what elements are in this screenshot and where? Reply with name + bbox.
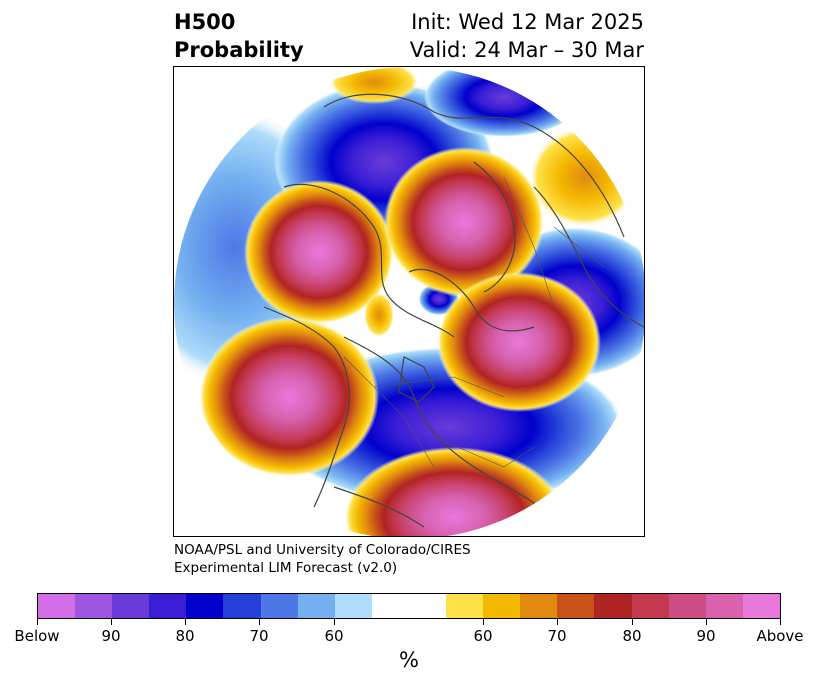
valid-range: Valid: 24 Mar – 30 Mar [409, 38, 644, 62]
colorbar-unit: % [399, 648, 419, 672]
colorbar-segment [112, 594, 150, 618]
colorbar-segment [483, 594, 521, 618]
colorbar-segment [594, 594, 632, 618]
colorbar-tick [37, 619, 38, 625]
title-variable: H500 [174, 10, 236, 34]
colorbar-tick-label: 70 [547, 627, 567, 645]
credit-line-2: Experimental LIM Forecast (v2.0) [174, 560, 398, 576]
colorbar-tick [259, 619, 260, 625]
colorbar-tick-label: 60 [324, 627, 344, 645]
alaska-positive [244, 180, 394, 324]
colorbar-tick [334, 619, 335, 625]
colorbar-tick-label: Above [756, 627, 804, 645]
colorbar-segment [149, 594, 187, 618]
colorbar-segment [668, 594, 706, 618]
greenland-positive [384, 147, 544, 297]
colorbar-tick-label: 80 [622, 627, 642, 645]
colorbar-segment [223, 594, 261, 618]
colorbar-segment [186, 594, 224, 618]
title-left: H500 Probability [174, 8, 304, 64]
init-date: Init: Wed 12 Mar 2025 [411, 10, 644, 34]
colorbar-tick [185, 619, 186, 625]
colorbar-segment [75, 594, 113, 618]
colorbar-segment [742, 594, 780, 618]
polar-map [174, 67, 644, 536]
credit: NOAA/PSL and University of Colorado/CIRE… [174, 541, 471, 577]
map-panel [173, 66, 645, 537]
europe-weak-positive [529, 127, 639, 227]
credit-line-1: NOAA/PSL and University of Colorado/CIRE… [174, 542, 471, 558]
colorbar-tick [557, 619, 558, 625]
colorbar-segment [446, 594, 484, 618]
colorbar-segment [371, 594, 447, 618]
colorbar-tick [632, 619, 633, 625]
colorbar-segment [520, 594, 558, 618]
colorbar-segment [38, 594, 76, 618]
colorbar-tick-label: 90 [696, 627, 716, 645]
eastern-us-positive [344, 447, 564, 536]
colorbar-tick [780, 619, 781, 625]
colorbar-tick [483, 619, 484, 625]
colorbar-segment [705, 594, 743, 618]
colorbar-tick-label: 90 [101, 627, 121, 645]
borders [343, 176, 605, 468]
colorbar-tick-label: 70 [249, 627, 269, 645]
colorbar-tick [706, 619, 707, 625]
title-product: Probability [174, 38, 304, 62]
anomaly-field [174, 67, 644, 536]
colorbar-tick-label: 60 [473, 627, 493, 645]
colorbar [37, 593, 781, 619]
colorbar-tick [111, 619, 112, 625]
central-small-positive [364, 293, 394, 337]
gulf-of-alaska-positive [199, 317, 379, 477]
colorbar-segment [260, 594, 298, 618]
colorbar-tick-label: Below [14, 627, 60, 645]
colorbar-segment [297, 594, 335, 618]
europe-positive [437, 272, 601, 412]
colorbar-segment [557, 594, 595, 618]
colorbar-tick-label: 80 [175, 627, 195, 645]
colorbar-segment [334, 594, 372, 618]
coastlines [263, 93, 644, 528]
title-right: Init: Wed 12 Mar 2025 Valid: 24 Mar – 30… [410, 8, 644, 64]
colorbar-segment [631, 594, 669, 618]
